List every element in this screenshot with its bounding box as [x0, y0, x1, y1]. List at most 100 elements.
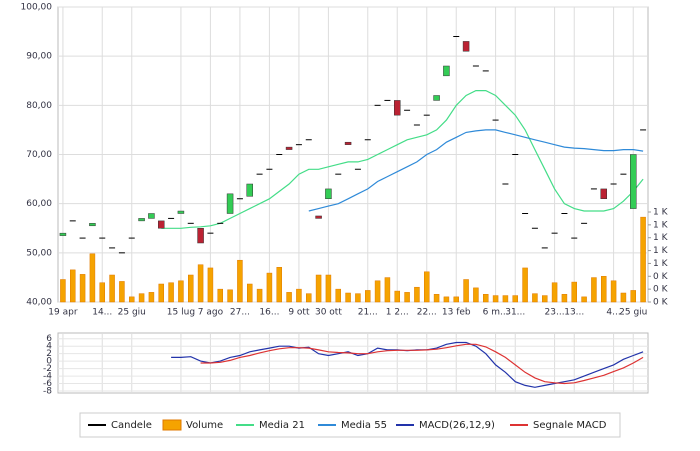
volume-bar — [168, 282, 174, 303]
y-tick-label: 2 — [46, 349, 52, 359]
moving-average — [161, 90, 644, 229]
volume-bar — [109, 274, 115, 303]
y2-tick-label: 1 K — [653, 246, 669, 256]
volume-bar — [227, 289, 233, 303]
volume-bar — [532, 293, 538, 303]
volume-bar — [473, 287, 479, 303]
y2-tick-label: 1 K — [653, 259, 669, 269]
volume-bar — [601, 276, 607, 303]
volume-bar — [502, 295, 509, 303]
legend-label: Media 21 — [259, 420, 305, 431]
y2-tick-label: 1 K — [653, 233, 669, 243]
x-tick-label: 1 2... — [386, 308, 409, 318]
volume-bar — [247, 283, 253, 303]
legend-label: Segnale MACD — [533, 420, 607, 431]
volume-bar — [79, 274, 86, 303]
volume-bar — [620, 292, 627, 303]
candle — [630, 154, 637, 209]
candle — [226, 193, 234, 214]
candle — [246, 183, 253, 197]
x-tick-label: 23... — [545, 308, 565, 318]
legend-label: MACD(26,12,9) — [419, 420, 495, 431]
candle — [325, 188, 332, 200]
moving-average — [308, 129, 644, 212]
volume-bar — [542, 295, 548, 303]
y-tick-label: 0 — [46, 357, 52, 367]
x-tick-label: 22... — [417, 308, 437, 318]
x-tick-label: 14... — [92, 308, 112, 318]
y-tick-label: -2 — [43, 364, 52, 374]
candle — [285, 146, 293, 150]
volume-bar — [158, 283, 164, 303]
candle — [344, 141, 352, 145]
y-tick-label: 40,00 — [26, 298, 52, 308]
volume-bar — [315, 274, 322, 303]
volume-bar — [266, 272, 273, 303]
volume-bar — [463, 279, 469, 303]
y2-tick-label: 0 K — [653, 272, 669, 282]
candle — [177, 210, 185, 214]
volume-bar — [355, 293, 361, 303]
volume-bar — [60, 279, 66, 303]
y-tick-label: 90,00 — [26, 52, 52, 62]
line — [171, 341, 644, 388]
legend-label: Volume — [186, 420, 223, 431]
y2-tick-label: 0 K — [653, 298, 669, 308]
x-tick-label: 9 ott — [288, 308, 310, 318]
volume-bar — [296, 288, 302, 303]
x-tick-label: 13... — [564, 308, 584, 318]
volume-bar — [610, 280, 617, 303]
volume-bar — [119, 281, 125, 303]
x-tick-label: 6 m... — [483, 308, 509, 318]
volume-bar — [374, 280, 381, 303]
volume-bar — [483, 294, 489, 303]
candle — [315, 215, 322, 219]
legend: Candele Volume Media 21 Media 55 MACD(26,12,… — [79, 412, 621, 438]
volume-bar — [424, 271, 430, 303]
y-tick-label: 80,00 — [26, 101, 52, 111]
volume-bar — [89, 253, 96, 303]
y-tick-label: -8 — [43, 387, 52, 397]
volume-bar — [188, 274, 194, 303]
volume-bar — [453, 296, 459, 303]
macd-frame — [57, 332, 649, 394]
x-tick-label: 7 ago — [198, 308, 224, 318]
legend-label: Media 55 — [341, 420, 387, 431]
volume-bar — [129, 296, 135, 303]
volume-bar — [306, 293, 312, 303]
y-tick-label: 50,00 — [26, 248, 52, 258]
y-tick-label: 4 — [46, 342, 52, 352]
candle — [394, 100, 401, 116]
volume-bar — [325, 274, 332, 303]
y2-tick-label: 1 K — [653, 220, 669, 230]
x-tick-label: 15 lug — [167, 308, 195, 318]
candle — [462, 41, 470, 52]
x-tick-label: 13 feb — [442, 308, 471, 318]
volume-bar — [640, 216, 646, 303]
volume-bar — [404, 292, 410, 303]
volume-bar — [197, 264, 204, 303]
volume-bar — [178, 280, 184, 303]
y-tick-label: -4 — [43, 372, 52, 382]
legend-label: Candele — [111, 420, 152, 431]
volume-bar — [148, 292, 155, 303]
volume-bar — [276, 267, 282, 303]
volume-bar — [630, 290, 636, 303]
y-tick-label: -6 — [43, 379, 52, 389]
volume-bar — [394, 290, 400, 303]
volume-bar — [561, 294, 568, 303]
volume-bar — [522, 267, 528, 303]
volume-bar — [345, 292, 351, 303]
volume-bar — [571, 281, 577, 303]
candle — [89, 223, 96, 227]
y-tick-label: 60,00 — [26, 199, 52, 209]
candle — [158, 220, 165, 229]
volume-bar — [365, 290, 371, 303]
x-tick-label: 27... — [230, 308, 250, 318]
volume-bar — [286, 292, 292, 303]
volume-bar — [99, 282, 105, 303]
x-tick-label: 25 giu — [619, 308, 647, 318]
line — [200, 343, 644, 385]
y-tick-label: 100,00 — [21, 3, 53, 13]
